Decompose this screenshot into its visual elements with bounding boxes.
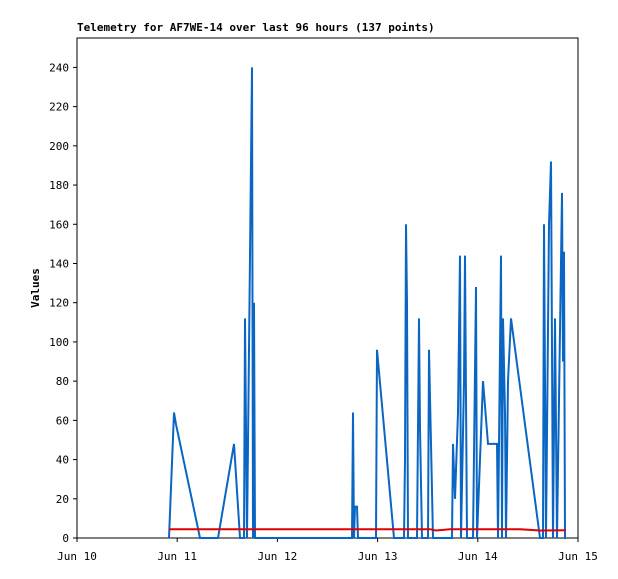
series-line	[169, 528, 567, 532]
y-tick-label: 160	[49, 218, 69, 231]
x-tick-label: Jun 13	[358, 550, 398, 563]
y-tick-label: 240	[49, 61, 69, 74]
y-tick-label: 40	[56, 454, 69, 467]
x-tick-label: Jun 10	[57, 550, 97, 563]
x-tick-label: Jun 15	[558, 550, 598, 563]
y-tick-label: 140	[49, 257, 69, 270]
y-tick-label: 60	[56, 414, 69, 427]
y-tick-label: 180	[49, 179, 69, 192]
y-tick-label: 80	[56, 375, 69, 388]
x-tick-label: Jun 14	[458, 550, 498, 563]
chart-title: Telemetry for AF7WE-14 over last 96 hour…	[77, 21, 435, 34]
y-tick-label: 200	[49, 140, 69, 153]
y-tick-label: 220	[49, 101, 69, 114]
series-line	[168, 67, 566, 539]
y-tick-label: 0	[62, 532, 69, 545]
y-tick-label: 20	[56, 493, 69, 506]
y-tick-label: 100	[49, 336, 69, 349]
y-axis-label: Values	[29, 268, 42, 308]
x-tick-label: Jun 12	[258, 550, 298, 563]
x-tick-label: Jun 11	[157, 550, 197, 563]
y-tick-label: 120	[49, 297, 69, 310]
